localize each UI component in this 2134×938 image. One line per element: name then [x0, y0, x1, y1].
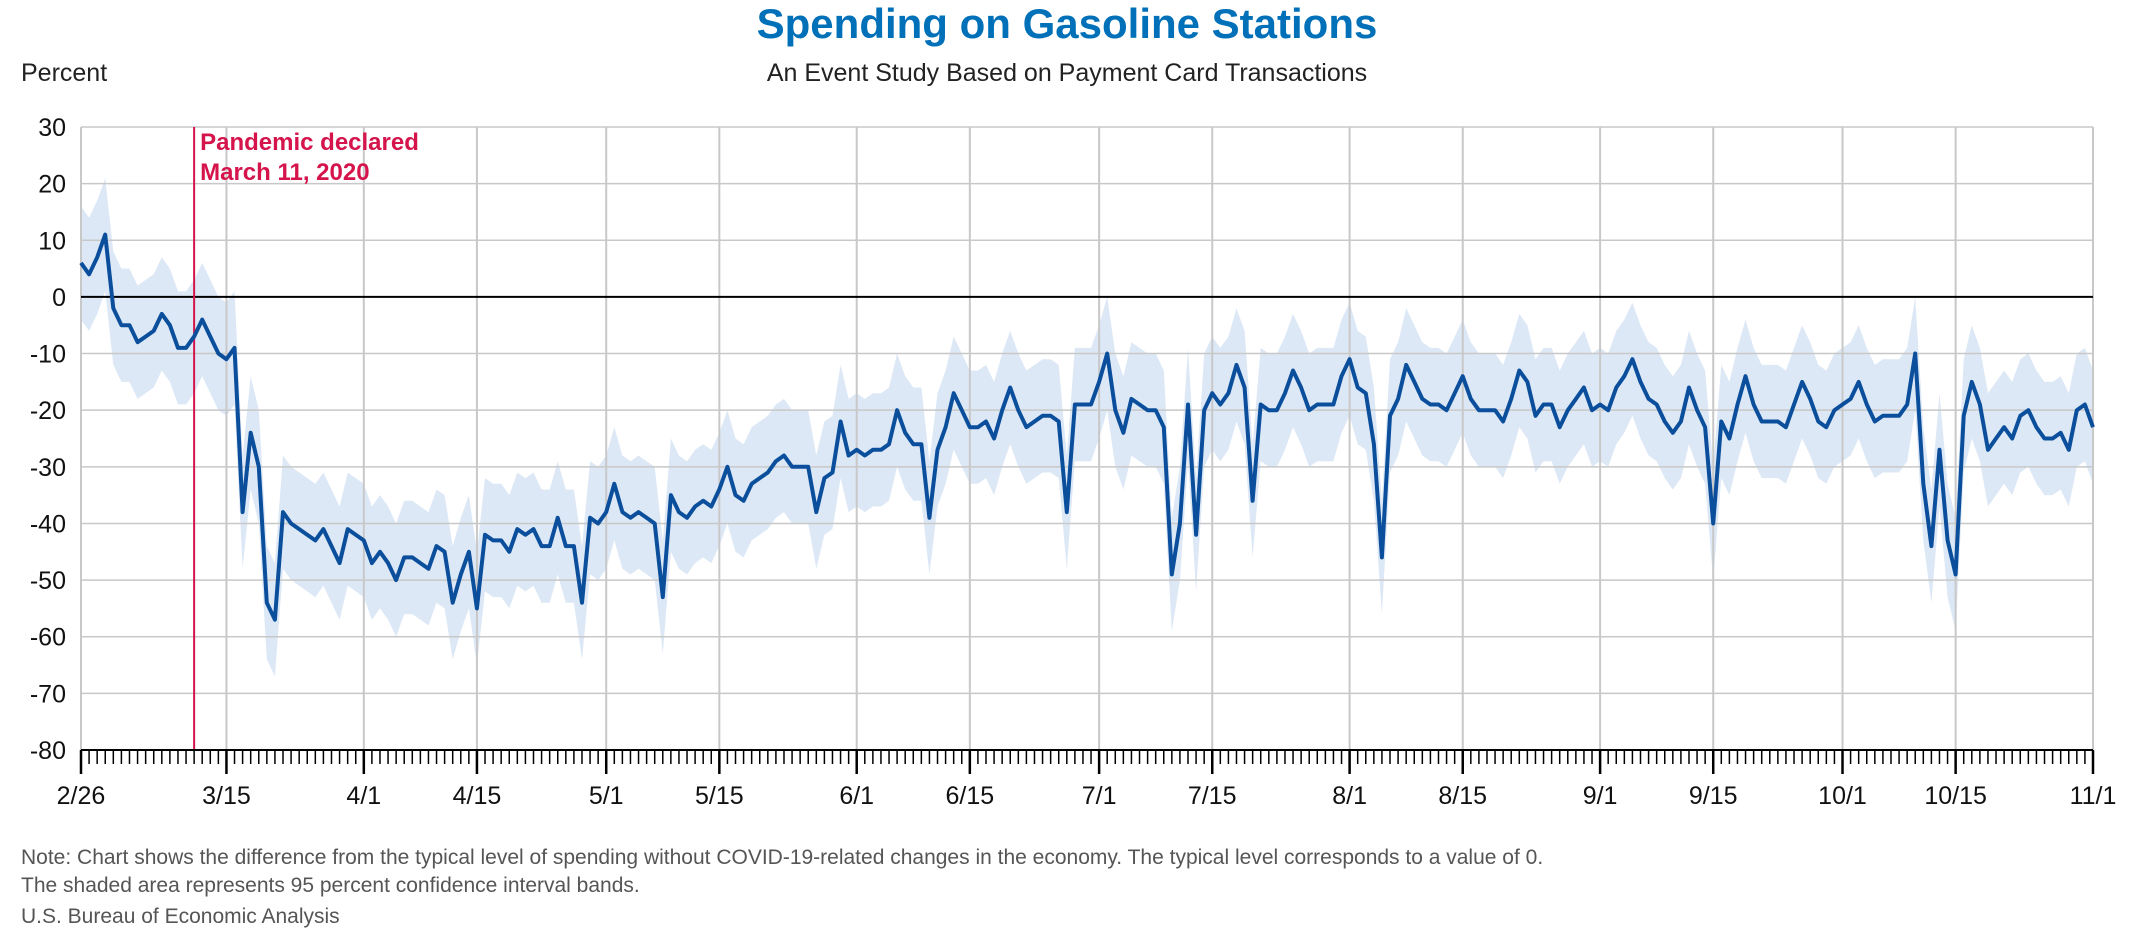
event-label-line-2: March 11, 2020: [200, 159, 369, 186]
x-tick-label: 10/15: [1924, 782, 1987, 810]
x-tick-label: 10/1: [1818, 782, 1867, 810]
x-tick-label: 3/15: [202, 782, 251, 810]
note-line-2: The shaded area represents 95 percent co…: [21, 874, 640, 897]
confidence-band: [81, 178, 2093, 677]
y-axis-label: Percent: [21, 59, 108, 87]
y-tick-label: 20: [38, 171, 66, 199]
x-tick-label: 11/1: [2070, 782, 2117, 810]
x-tick-label: 6/1: [839, 782, 874, 810]
y-tick-label: -70: [30, 680, 66, 708]
x-tick-label: 7/15: [1188, 782, 1237, 810]
y-tick-label: 10: [38, 227, 66, 255]
chart-title: Spending on Gasoline Stations: [756, 0, 1378, 47]
series-line: [79, 232, 2095, 622]
chart-note: Note: Chart shows the difference from th…: [21, 844, 1543, 900]
x-tick-label: 2/26: [57, 782, 106, 810]
source-credit: U.S. Bureau of Economic Analysis: [21, 905, 340, 928]
x-tick-label: 5/15: [695, 782, 744, 810]
x-tick-label: 4/15: [453, 782, 502, 810]
x-tick-label: 8/15: [1438, 782, 1487, 810]
y-tick-label: -10: [30, 341, 66, 369]
x-tick-label: 4/1: [346, 782, 381, 810]
x-tick-label: 9/15: [1689, 782, 1738, 810]
y-tick-label: -30: [30, 454, 66, 482]
x-tick-label: 5/1: [589, 782, 624, 810]
y-tick-label: -20: [30, 397, 66, 425]
chart-subtitle: An Event Study Based on Payment Card Tra…: [766, 59, 1368, 87]
x-tick-label: 6/15: [945, 782, 994, 810]
x-tick-label: 8/1: [1332, 782, 1367, 810]
x-tick-label: 9/1: [1583, 782, 1618, 810]
y-tick-label: -60: [30, 624, 66, 652]
y-tick-label: 30: [38, 114, 66, 142]
x-tick-label: 7/1: [1082, 782, 1117, 810]
y-tick-label: -50: [30, 567, 66, 595]
y-tick-label: 0: [52, 284, 66, 312]
event-label-line-1: Pandemic declared: [200, 129, 419, 156]
y-tick-label: -80: [30, 737, 66, 765]
y-tick-label: -40: [30, 510, 66, 538]
note-line-1: Note: Chart shows the difference from th…: [21, 846, 1544, 869]
